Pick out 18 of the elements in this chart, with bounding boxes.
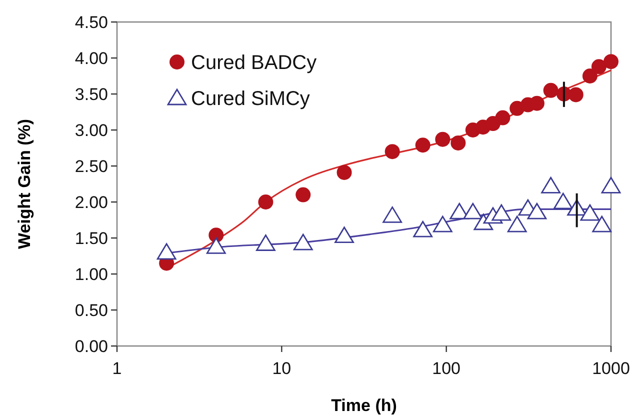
y-tick-label: 1.00: [74, 264, 108, 284]
x-tick-label: 10: [272, 359, 292, 378]
y-axis-title: Weight Gain (%): [15, 118, 34, 250]
legend-label: Cured BADCy: [191, 52, 317, 74]
legend-label: Cured SiMCy: [191, 88, 310, 110]
y-tick-label: 2.50: [74, 156, 108, 176]
y-tick-label: 0.50: [74, 300, 108, 320]
y-tick-label: 4.00: [74, 48, 108, 68]
x-tick-label: 1000: [592, 359, 630, 378]
x-tick-label: 100: [432, 359, 461, 378]
y-tick-label: 4.50: [74, 12, 108, 32]
x-axis-title: Time (h): [331, 396, 397, 415]
y-tick-label: 1.50: [74, 228, 108, 248]
y-tick-label: 3.50: [74, 84, 108, 104]
x-tick-label: 1: [112, 359, 122, 378]
y-tick-label: 3.00: [74, 120, 108, 140]
y-tick-label: 2.00: [74, 192, 108, 212]
y-tick-label: 0.00: [74, 336, 108, 356]
